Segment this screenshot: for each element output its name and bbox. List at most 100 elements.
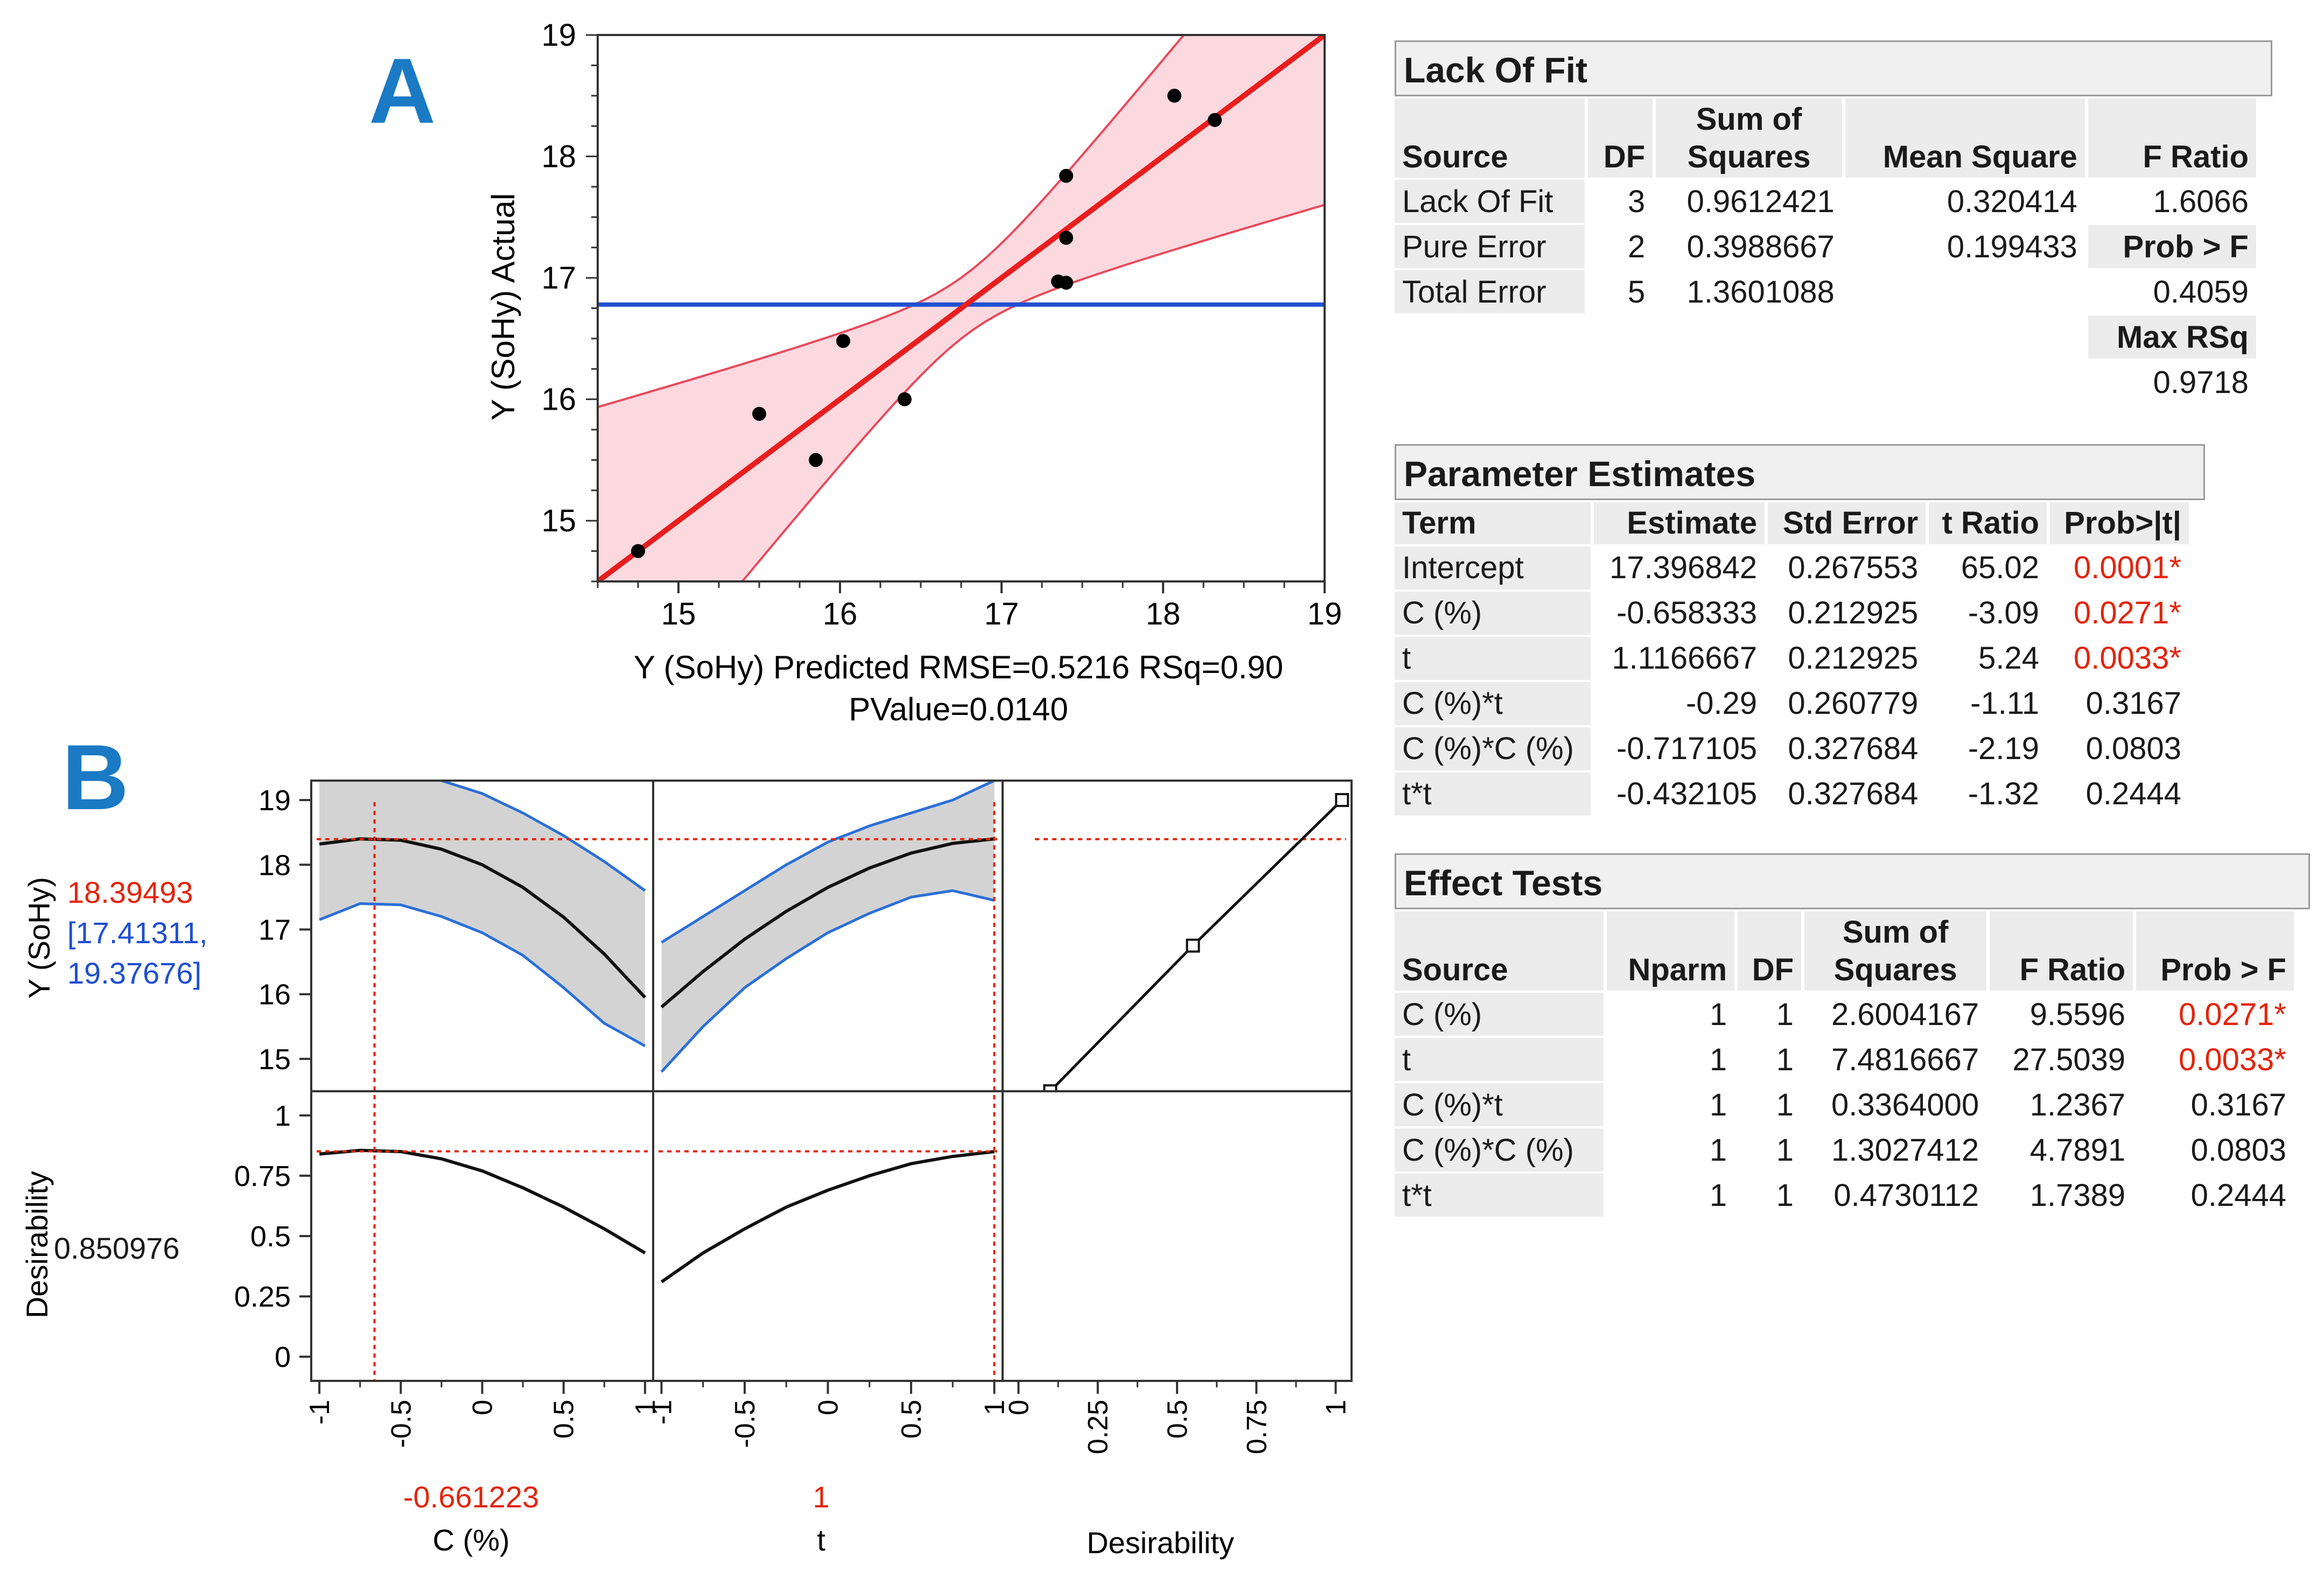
cell: -2.19 [1968, 731, 2040, 767]
x-tick-label: 0 [1003, 1400, 1034, 1415]
col-prob-t: Prob>|t| [2050, 502, 2189, 544]
x-tick-label: -0.5 [386, 1400, 417, 1448]
table-header-row: Term Estimate Std Error t Ratio Prob>|t| [1395, 502, 2189, 544]
col-mean-square: Mean Square [1845, 99, 2085, 178]
response-ci-high: 19.37676] [67, 956, 201, 990]
parameter-estimates-report: Parameter Estimates Term Estimate Std Er… [1395, 444, 2205, 818]
table-row: t*t 1 1 0.4730112 1.7389 0.2444 [1395, 1174, 2294, 1217]
cell: 1 [1776, 1132, 1794, 1168]
cell: 1 [1709, 1132, 1727, 1168]
cell: C (%)*C (%) [1395, 727, 1591, 770]
y-tick-label: 0.5 [250, 1220, 291, 1253]
cell: t*t [1395, 1174, 1604, 1217]
actual-by-predicted-plot: 15 16 17 18 19 15 16 17 18 19 Y (SoHy) Predicted … [485, 18, 1342, 727]
y-tick-label: 0.75 [234, 1160, 291, 1192]
y-tick-label: 19 [258, 784, 291, 817]
data-point [1059, 230, 1073, 245]
x-tick-label: 17 [984, 596, 1019, 631]
cell [1845, 270, 2085, 313]
confidence-band-lower [740, 203, 1325, 581]
cell: 0.3364000 [1831, 1087, 1979, 1122]
data-point [1059, 276, 1073, 290]
lack-of-fit-table: Source DF Sum of Squares Mean Square F Ra… [1391, 96, 2259, 406]
confidence-band [661, 781, 995, 1072]
cell: 1.6066 [2153, 184, 2249, 219]
factor-t-current: 1 [813, 1480, 829, 1514]
cell: 1.7389 [2029, 1177, 2126, 1213]
cell: 1 [1776, 1087, 1794, 1122]
cell: 1.1166667 [1612, 641, 1758, 676]
cell: -1.32 [1968, 776, 2040, 812]
col-sum-of-squares: Sum of Squares [1804, 911, 1987, 991]
effect-tests-report: Effect Tests Source Nparm DF Sum of Squar… [1395, 853, 2310, 1219]
cell: -0.29 [1685, 686, 1758, 721]
upper-ci-line [436, 781, 646, 892]
col-std-error: Std Error [1768, 502, 1926, 544]
cell: 0.3167 [2190, 1087, 2286, 1122]
table-row: t 1 1 7.4816667 27.5039 0.0033* [1395, 1038, 2294, 1082]
cell: 4.7891 [2029, 1132, 2126, 1168]
x-tick-label: 0 [813, 1400, 844, 1415]
cell: 2.6004167 [1831, 996, 1979, 1032]
cell: 0.0803 [2190, 1132, 2286, 1168]
cell: 1.3601088 [1686, 274, 1835, 310]
col-f-ratio: F Ratio [1990, 911, 2133, 991]
y-tick-label: 16 [258, 979, 291, 1011]
parameter-estimates-table: Term Estimate Std Error t Ratio Prob>|t|… [1391, 500, 2192, 818]
parameter-estimates-title: Parameter Estimates [1395, 444, 2205, 500]
prediction-profiler: -1 -0.5 0 0.5 1-1 -0.5 0 0.5 10 0.25 0.5 0.75 115161… [20, 780, 1353, 1560]
col-df: DF [1738, 911, 1802, 991]
cell: 0.4059 [2153, 274, 2249, 310]
table-header-row: Source DF Sum of Squares Mean Square F Ra… [1395, 99, 2256, 178]
y-tick-label: 15 [258, 1043, 291, 1076]
x-tick-label: 0 [467, 1400, 499, 1415]
prob-f-label: Prob > F [2088, 225, 2256, 269]
x-tick-label: 15 [661, 596, 696, 631]
table-row: C (%)*t -0.29 0.260779 -1.11 0.3167 [1395, 682, 2189, 725]
y-tick-label: 19 [541, 18, 576, 53]
x-tick-label: 16 [823, 596, 858, 631]
desirability-handle [1043, 1084, 1058, 1091]
prediction-curve [660, 837, 995, 1008]
cell: 27.5039 [2012, 1042, 2126, 1077]
desirability-handle [1186, 938, 1200, 953]
x-tick-label: -1 [646, 1400, 677, 1424]
factor-c-label: C (%) [432, 1523, 509, 1557]
panel-b-label: B [62, 726, 129, 829]
lack-of-fit-title: Lack Of Fit [1395, 40, 2272, 96]
cell: 0.260779 [1788, 686, 1919, 721]
response-value: 18.39493 [67, 875, 193, 909]
cell: 3 [1627, 184, 1646, 219]
cell: 0.3988667 [1686, 229, 1835, 264]
x-axis-label-pvalue: PValue=0.0140 [849, 691, 1068, 727]
cell: 1.2367 [2029, 1087, 2126, 1122]
col-df: DF [1587, 99, 1653, 178]
data-point [1059, 169, 1073, 183]
profiler-frame [310, 780, 1353, 1382]
cell: 0.199433 [1947, 229, 2077, 264]
col-f-ratio: F Ratio [2088, 99, 2256, 178]
max-rsq-label: Max RSq [2088, 315, 2256, 359]
table-row: Total Error 5 1.3601088 0.4059 [1395, 270, 2256, 314]
table-row: Lack Of Fit 3 0.9612421 0.320414 1.6066 [1395, 180, 2256, 223]
cell: t*t [1395, 772, 1591, 816]
data-point [631, 544, 645, 558]
x-tick-label: -1 [304, 1400, 335, 1424]
cell: 1 [1776, 1042, 1794, 1077]
cell: Lack Of Fit [1395, 180, 1585, 223]
y-tick-label: 15 [541, 503, 576, 538]
cell: 5 [1627, 274, 1646, 310]
cell: C (%)*t [1395, 682, 1591, 725]
col-prob-f: Prob > F [2136, 911, 2294, 991]
confidence-band [319, 781, 645, 1046]
table-row: Intercept 17.396842 0.267553 65.02 0.000… [1395, 546, 2189, 590]
cell: t [1395, 1038, 1604, 1082]
response-cell-2 [1035, 793, 1349, 1091]
lower-ci-line [660, 889, 995, 1073]
y-tick-label: 18 [258, 849, 291, 881]
confidence-band-upper [598, 35, 1185, 409]
col-t-ratio: t Ratio [1929, 502, 2047, 544]
response-cell-1 [659, 781, 997, 1073]
plot-area [598, 35, 1325, 581]
cell: Pure Error [1395, 225, 1585, 269]
